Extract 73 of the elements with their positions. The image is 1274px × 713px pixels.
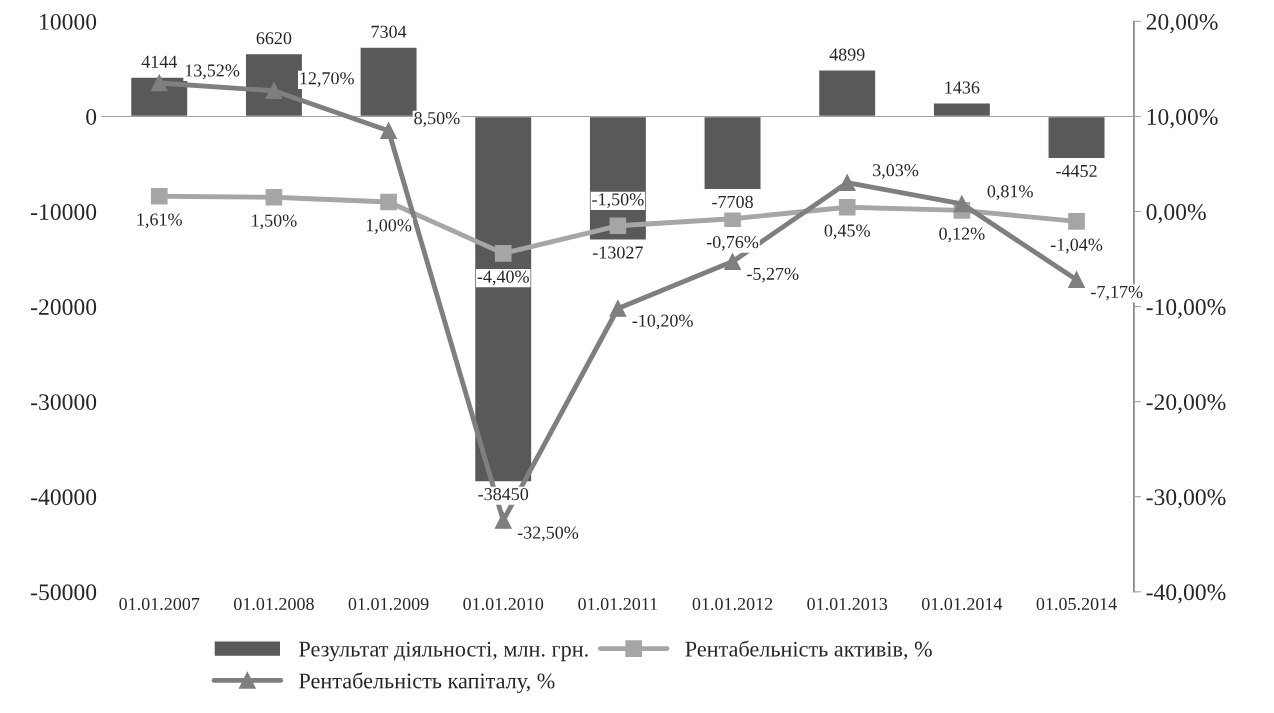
y-tick-label: -10000 — [31, 204, 97, 220]
data-label: 7304 — [371, 25, 407, 38]
data-label: 4899 — [829, 48, 865, 61]
point — [609, 300, 627, 317]
data-label: -5,27% — [747, 267, 799, 283]
data-label: -1,50% — [592, 193, 644, 209]
point — [380, 193, 397, 211]
x-tick-label: 01.01.2009 — [348, 597, 429, 611]
data-label: -38450 — [478, 488, 529, 501]
data-label: -13027 — [592, 246, 643, 259]
point — [494, 245, 512, 262]
data-label: -4452 — [1056, 164, 1097, 178]
x-tick-label: 01.01.2011 — [578, 597, 658, 611]
point — [150, 187, 168, 205]
point — [609, 217, 627, 235]
x-tick-label: 01.01.2010 — [463, 597, 544, 611]
y2-tick-label: -30,00% — [1146, 489, 1226, 509]
data-label: 0,45% — [824, 224, 870, 240]
bar — [932, 102, 992, 118]
data-label: 4144 — [141, 55, 178, 68]
point — [838, 198, 856, 216]
y-tick-label: 0 — [86, 108, 97, 125]
data-label: 3,03% — [873, 164, 919, 179]
y-tick-label: -30000 — [31, 394, 97, 411]
x-tick-label: 01.05.2014 — [1036, 597, 1117, 611]
data-label: -1,04% — [1050, 238, 1103, 254]
data-label: 1,50% — [252, 214, 297, 230]
bar — [703, 115, 762, 191]
point — [380, 122, 397, 140]
point — [1068, 213, 1085, 230]
point — [953, 195, 971, 213]
y2-tick-label: -20,00% — [1146, 394, 1226, 414]
point — [838, 174, 856, 192]
x-tick-label: 01.01.2007 — [119, 597, 200, 611]
y2-tick-label: -40,00% — [1146, 584, 1226, 604]
legend-label: Результат діяльності, млн. грн. — [299, 641, 588, 662]
y-tick-label: 10000 — [40, 13, 97, 30]
x-tick-label: 01.01.2014 — [921, 597, 1003, 611]
y-tick-label: -50000 — [31, 584, 97, 601]
y2-tick-label: 10,00% — [1147, 108, 1218, 129]
legend-label: Рентабельність капіталу, % — [299, 672, 555, 693]
data-label: -4,40% — [477, 270, 529, 286]
data-label: 1,61% — [137, 213, 182, 229]
x-tick-label: 01.01.2008 — [233, 597, 314, 611]
data-label: -10,20% — [632, 314, 693, 330]
data-label: 8,50% — [414, 112, 460, 127]
point — [150, 74, 168, 92]
point — [1068, 271, 1085, 289]
y-tick-label: -20000 — [31, 299, 97, 316]
data-label: -7708 — [712, 195, 753, 208]
legend-label: Рентабельність активів, % — [685, 640, 932, 660]
data-label: -0,76% — [706, 235, 759, 251]
x-tick-label: 01.01.2013 — [807, 597, 888, 611]
y2-tick-label: 0,00% — [1146, 204, 1206, 224]
point — [494, 512, 512, 529]
point — [724, 253, 741, 270]
data-label: 6620 — [256, 32, 292, 45]
y2-tick-label: 20,00% — [1146, 13, 1218, 34]
bar — [473, 115, 533, 483]
bar — [1047, 115, 1106, 160]
data-label: 1,00% — [366, 219, 412, 234]
data-label: 13,52% — [185, 64, 240, 80]
point — [265, 188, 283, 206]
data-label: -7,17% — [1091, 285, 1143, 301]
y2-tick-label: -10,00% — [1146, 299, 1226, 319]
data-label: 0,12% — [939, 227, 985, 243]
data-label: 12,70% — [300, 72, 354, 87]
bar — [817, 69, 877, 118]
data-label: -32,50% — [517, 526, 579, 542]
data-label: 0,81% — [987, 185, 1033, 200]
data-label: 1436 — [945, 81, 980, 94]
y-tick-label: -40000 — [31, 489, 97, 506]
x-tick-label: 01.01.2012 — [692, 597, 773, 611]
